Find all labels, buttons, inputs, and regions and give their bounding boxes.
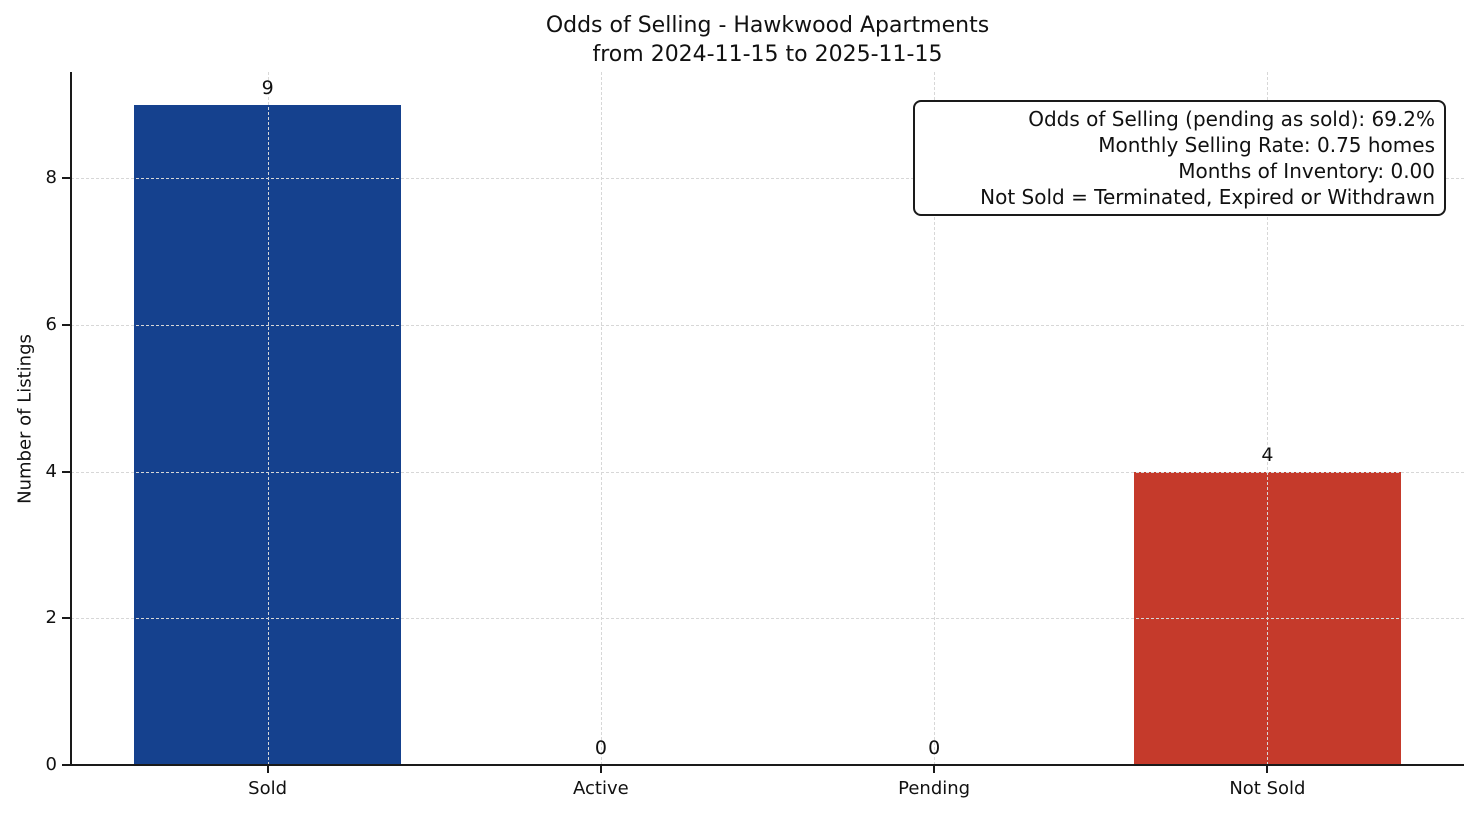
bar-value-label: 0 — [594, 737, 607, 759]
chart-title-line2: from 2024-11-15 to 2025-11-15 — [592, 42, 943, 67]
y-tick-mark — [62, 177, 70, 180]
horizontal-gridline — [71, 325, 1464, 326]
x-axis-spine — [70, 764, 1464, 766]
annotation-odds-of-selling: Odds of Selling (pending as sold): 69.2% — [1028, 107, 1435, 131]
y-tick-mark — [62, 617, 70, 620]
y-tick-label: 4 — [45, 460, 57, 482]
x-tick-label-active: Active — [573, 778, 629, 799]
bar-value-label: 4 — [1261, 443, 1274, 466]
stats-annotation-box: Odds of Selling (pending as sold): 69.2%… — [913, 100, 1446, 216]
annotation-monthly-selling-rate: Monthly Selling Rate: 0.75 homes — [1098, 133, 1435, 157]
chart-title: Odds of Selling - Hawkwood Apartments fr… — [71, 11, 1464, 69]
y-tick-label: 6 — [45, 314, 57, 335]
y-axis-spine — [70, 72, 72, 765]
chart-title-line1: Odds of Selling - Hawkwood Apartments — [545, 13, 990, 38]
y-tick-label: 2 — [45, 607, 57, 629]
y-tick-mark — [62, 324, 70, 326]
x-tick-label-sold: Sold — [248, 778, 288, 799]
vertical-gridline — [1267, 72, 1269, 765]
vertical-gridline — [267, 72, 269, 765]
bar-value-label: 9 — [261, 77, 274, 99]
x-tick-label-pending: Pending — [898, 778, 971, 799]
x-tick-label-not-sold: Not Sold — [1229, 778, 1306, 799]
plot-area: Sold Active Pending Not Sold 0 2 4 6 8 9 0 0 4 — [46, 72, 1464, 799]
y-tick-mark — [62, 764, 70, 766]
horizontal-gridline — [71, 471, 1464, 473]
y-tick-mark — [62, 470, 70, 473]
horizontal-gridline — [71, 618, 1464, 620]
y-axis-label: Number of Listings — [14, 334, 36, 504]
y-tick-label: 0 — [45, 754, 57, 775]
annotation-months-of-inventory: Months of Inventory: 0.00 — [1178, 159, 1435, 183]
y-tick-label: 8 — [45, 167, 57, 189]
vertical-gridline — [600, 72, 602, 765]
x-tick-mark — [266, 765, 269, 773]
horizontal-gridline — [71, 178, 1464, 180]
x-tick-mark — [1266, 765, 1269, 773]
x-tick-mark — [599, 765, 602, 773]
vertical-gridline — [934, 72, 936, 765]
x-tick-mark — [933, 765, 936, 773]
bar-value-label: 0 — [928, 737, 941, 759]
annotation-not-sold-definition: Not Sold = Terminated, Expired or Withdr… — [980, 185, 1435, 209]
